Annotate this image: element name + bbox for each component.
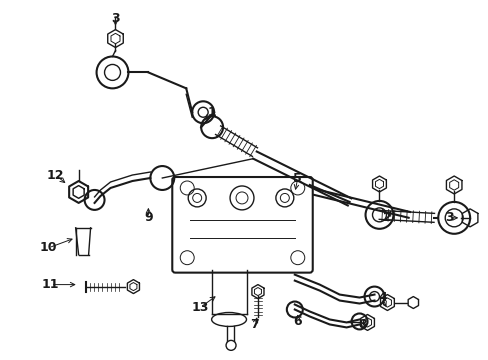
Text: 10: 10: [40, 241, 58, 254]
Text: 3: 3: [444, 211, 452, 224]
Text: 12: 12: [47, 168, 64, 181]
Text: 5: 5: [293, 171, 302, 185]
Text: 3: 3: [111, 12, 120, 25]
Text: 4: 4: [377, 291, 386, 304]
Text: 6: 6: [293, 315, 302, 328]
Text: 1: 1: [207, 106, 216, 119]
Text: 11: 11: [42, 278, 60, 291]
Text: 7: 7: [250, 318, 259, 331]
Text: 8: 8: [358, 318, 366, 331]
Text: 13: 13: [191, 301, 208, 314]
Text: 2: 2: [382, 211, 391, 224]
Text: 9: 9: [144, 211, 152, 224]
